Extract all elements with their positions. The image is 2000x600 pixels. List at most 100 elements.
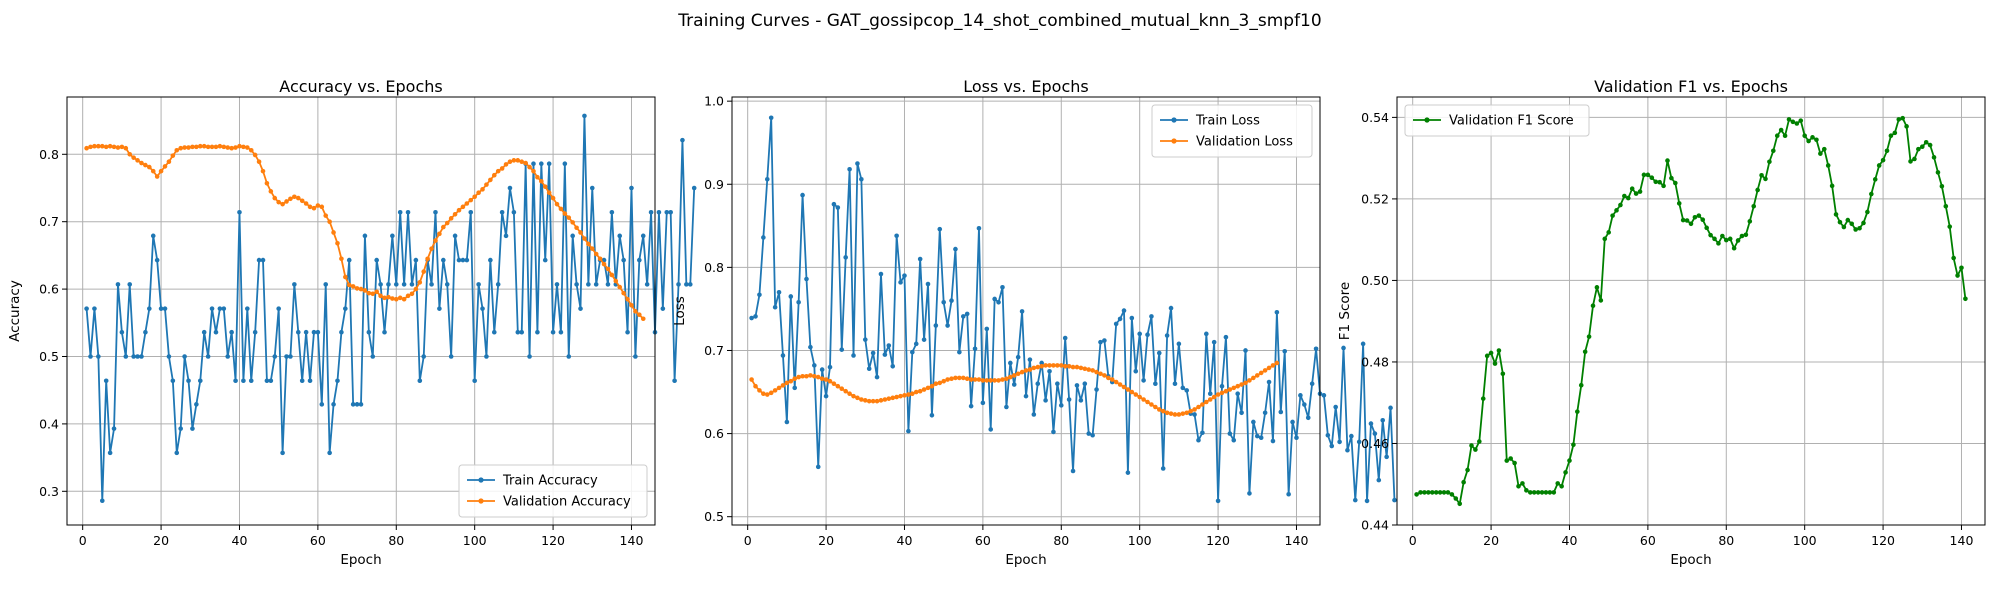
accuracy-data-point bbox=[131, 155, 136, 160]
loss-data-point bbox=[1360, 341, 1366, 347]
f1-data-point bbox=[1794, 121, 1800, 126]
f1-data-point bbox=[1449, 492, 1455, 497]
f1-data-point bbox=[1935, 170, 1941, 175]
accuracy-data-point bbox=[488, 257, 493, 263]
loss-data-point bbox=[996, 299, 1001, 305]
loss-data-point bbox=[780, 353, 786, 358]
accuracy-data-point bbox=[484, 182, 489, 187]
loss-data-point bbox=[1172, 412, 1178, 417]
accuracy-data-point bbox=[507, 159, 513, 165]
loss-data-point bbox=[1219, 383, 1225, 389]
accuracy-data-point bbox=[299, 198, 305, 204]
f1-data-point bbox=[1422, 490, 1427, 495]
loss-data-point bbox=[1051, 429, 1056, 435]
loss-data-point bbox=[831, 201, 837, 207]
loss-data-point bbox=[1121, 384, 1127, 390]
loss-data-point bbox=[874, 398, 880, 404]
accuracy-data-point bbox=[570, 233, 575, 239]
accuracy-data-point bbox=[488, 177, 493, 183]
loss-chart-xlabel: Epoch bbox=[1005, 552, 1046, 568]
loss-data-point bbox=[1196, 437, 1201, 443]
accuracy-data-point bbox=[609, 272, 615, 278]
accuracy-data-point bbox=[562, 161, 568, 167]
accuracy-data-point bbox=[597, 256, 603, 262]
accuracy-data-point bbox=[295, 195, 301, 201]
loss-data-point bbox=[1090, 368, 1095, 373]
loss-data-point bbox=[753, 314, 758, 319]
accuracy-data-point bbox=[605, 282, 611, 287]
loss-data-point bbox=[1078, 398, 1084, 403]
loss-data-point bbox=[815, 374, 821, 380]
loss-data-point bbox=[1184, 410, 1190, 416]
loss-data-point bbox=[862, 398, 868, 403]
loss-data-point bbox=[1082, 381, 1088, 387]
accuracy-data-point bbox=[323, 213, 329, 218]
loss-data-point bbox=[761, 391, 766, 396]
loss-data-point bbox=[1388, 405, 1393, 411]
accuracy-data-point bbox=[515, 329, 521, 335]
loss-data-point bbox=[1156, 407, 1162, 412]
loss-data-point bbox=[859, 176, 864, 182]
loss-data-point bbox=[839, 386, 845, 392]
loss-xtick-label: 120 bbox=[1206, 533, 1230, 548]
accuracy-data-point bbox=[319, 204, 325, 210]
accuracy-data-point bbox=[150, 233, 156, 239]
loss-data-point bbox=[784, 380, 790, 386]
accuracy-data-point bbox=[123, 354, 129, 359]
loss-data-point bbox=[1262, 410, 1268, 416]
loss-data-point bbox=[1039, 360, 1044, 366]
f1-chart: Validation F1 vs. Epochs Epoch F1 Score … bbox=[1337, 77, 1986, 568]
loss-data-point bbox=[980, 378, 986, 383]
accuracy-data-point bbox=[350, 402, 356, 407]
f1-xtick-label: 120 bbox=[1871, 533, 1895, 548]
accuracy-data-point bbox=[127, 282, 133, 287]
f1-data-point bbox=[1508, 456, 1513, 461]
accuracy-data-point bbox=[405, 209, 411, 215]
loss-legend-swatch-marker bbox=[1171, 117, 1177, 123]
accuracy-data-point bbox=[256, 159, 262, 165]
accuracy-data-point bbox=[495, 282, 501, 287]
accuracy-data-point bbox=[382, 295, 387, 301]
accuracy-data-point bbox=[190, 144, 195, 150]
accuracy-data-point bbox=[378, 293, 383, 299]
accuracy-data-point bbox=[476, 282, 481, 287]
f1-data-point bbox=[1872, 177, 1878, 182]
loss-data-point bbox=[827, 364, 833, 370]
f1-data-point bbox=[1665, 158, 1670, 163]
accuracy-data-point bbox=[629, 302, 634, 308]
f1-data-point bbox=[1520, 481, 1525, 486]
accuracy-data-point bbox=[531, 161, 536, 167]
loss-data-point bbox=[1066, 363, 1072, 369]
accuracy-data-point bbox=[99, 498, 105, 504]
loss-data-point bbox=[761, 235, 766, 240]
accuracy-data-point bbox=[425, 256, 430, 262]
accuracy-data-point bbox=[456, 207, 462, 213]
loss-data-point bbox=[835, 205, 841, 210]
loss-data-point bbox=[1121, 308, 1127, 313]
f1-data-point bbox=[1771, 148, 1776, 154]
loss-data-point bbox=[937, 226, 943, 232]
accuracy-data-point bbox=[237, 209, 242, 215]
loss-data-point bbox=[960, 314, 966, 319]
f1-legend: Validation F1 Score bbox=[1404, 104, 1590, 137]
loss-data-point bbox=[1231, 437, 1237, 443]
accuracy-data-point bbox=[637, 312, 642, 318]
accuracy-axes-frame bbox=[66, 96, 656, 526]
accuracy-data-point bbox=[362, 288, 368, 293]
loss-data-point bbox=[1243, 380, 1248, 386]
f1-data-point bbox=[1731, 245, 1737, 251]
f1-data-point bbox=[1598, 298, 1604, 303]
loss-data-point bbox=[1000, 285, 1005, 290]
f1-data-point bbox=[1629, 186, 1635, 192]
loss-data-point bbox=[894, 394, 899, 400]
f1-data-point bbox=[1743, 232, 1749, 238]
accuracy-data-point bbox=[625, 296, 630, 302]
accuracy-data-point bbox=[229, 329, 234, 335]
loss-data-point bbox=[835, 383, 841, 389]
accuracy-data-point bbox=[343, 306, 348, 311]
accuracy-data-point bbox=[468, 209, 474, 215]
f1-data-point bbox=[1790, 119, 1796, 125]
loss-data-point bbox=[1055, 381, 1060, 387]
f1-data-point bbox=[1723, 237, 1729, 243]
accuracy-data-point bbox=[484, 354, 489, 359]
